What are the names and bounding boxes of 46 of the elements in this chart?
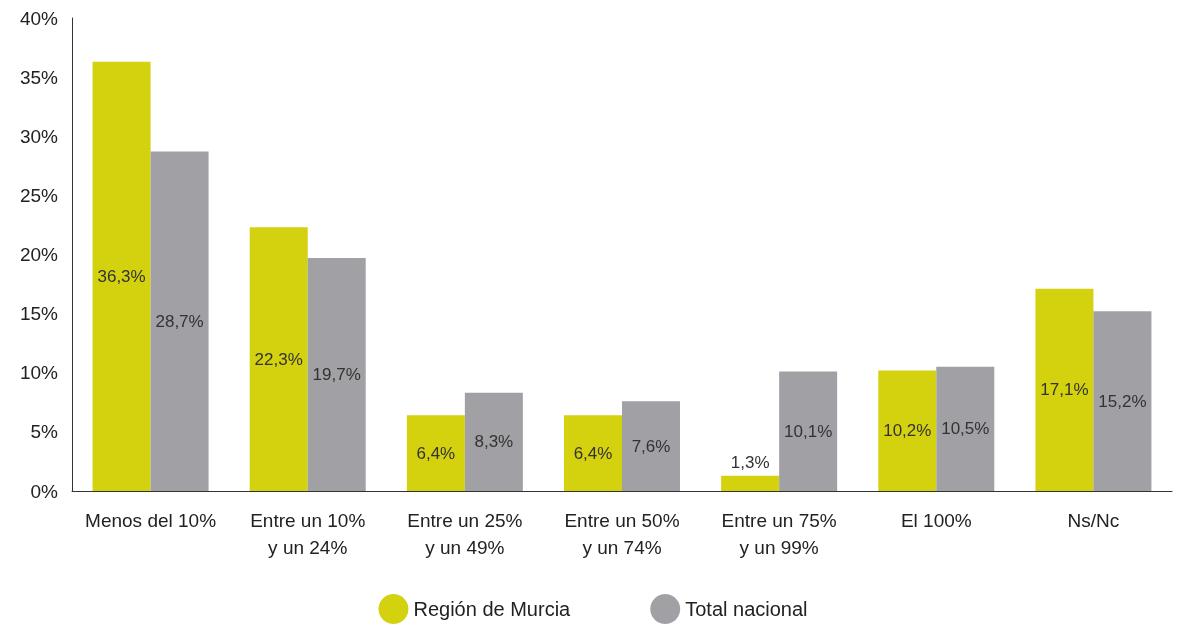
data-label: 17,1% <box>1040 380 1089 400</box>
x-tick-label: Entre un 50% y un 74% <box>564 510 680 558</box>
y-tick-label: 35% <box>19 66 59 88</box>
bar <box>1093 311 1152 491</box>
x-tick-label: El 100% <box>900 510 972 531</box>
data-label: 36,3% <box>97 266 146 286</box>
data-label: 22,3% <box>254 349 303 369</box>
y-tick-label: 0% <box>30 480 59 502</box>
data-label: 15,2% <box>1098 391 1147 411</box>
x-tick-label: Menos del 10% <box>85 510 217 531</box>
x-tick-label: Entre un 25% y un 49% <box>407 510 523 558</box>
y-tick-label: 30% <box>19 125 59 147</box>
x-tick-label: Entre un 75% y un 99% <box>721 510 837 558</box>
legend-label: Región de Murcia <box>413 598 572 620</box>
data-label: 10,5% <box>941 419 990 439</box>
data-label: 28,7% <box>155 311 204 331</box>
y-tick-label: 25% <box>19 184 59 206</box>
data-label: 7,6% <box>631 436 671 456</box>
y-tick-label: 5% <box>30 421 59 443</box>
data-label: 6,4% <box>416 443 456 463</box>
bar <box>721 475 780 491</box>
data-label: 1,3% <box>730 452 770 472</box>
bar <box>1035 288 1094 491</box>
data-label: 10,2% <box>883 421 932 441</box>
bar <box>464 392 523 491</box>
bar <box>622 401 680 491</box>
bar <box>564 415 622 491</box>
y-tick-label: 20% <box>19 244 59 265</box>
x-tick-label: Ns/Nc <box>1067 510 1120 531</box>
data-label: 8,3% <box>474 432 514 452</box>
y-tick-label: 10% <box>19 362 59 384</box>
data-label: 10,1% <box>784 421 833 441</box>
legend-label: Total nacional <box>685 598 808 620</box>
y-tick-label: 15% <box>19 303 59 325</box>
y-tick-label: 40% <box>19 7 59 29</box>
bar <box>150 151 209 491</box>
bar <box>936 366 995 491</box>
bar <box>406 415 465 491</box>
bar <box>307 258 366 491</box>
data-label: 6,4% <box>573 443 613 463</box>
bar <box>878 370 937 491</box>
data-label: 19,7% <box>312 365 361 385</box>
x-tick-label: Entre un 10% y un 24% <box>250 510 366 558</box>
bar <box>249 227 308 491</box>
bar <box>92 61 151 491</box>
bar <box>779 371 838 491</box>
